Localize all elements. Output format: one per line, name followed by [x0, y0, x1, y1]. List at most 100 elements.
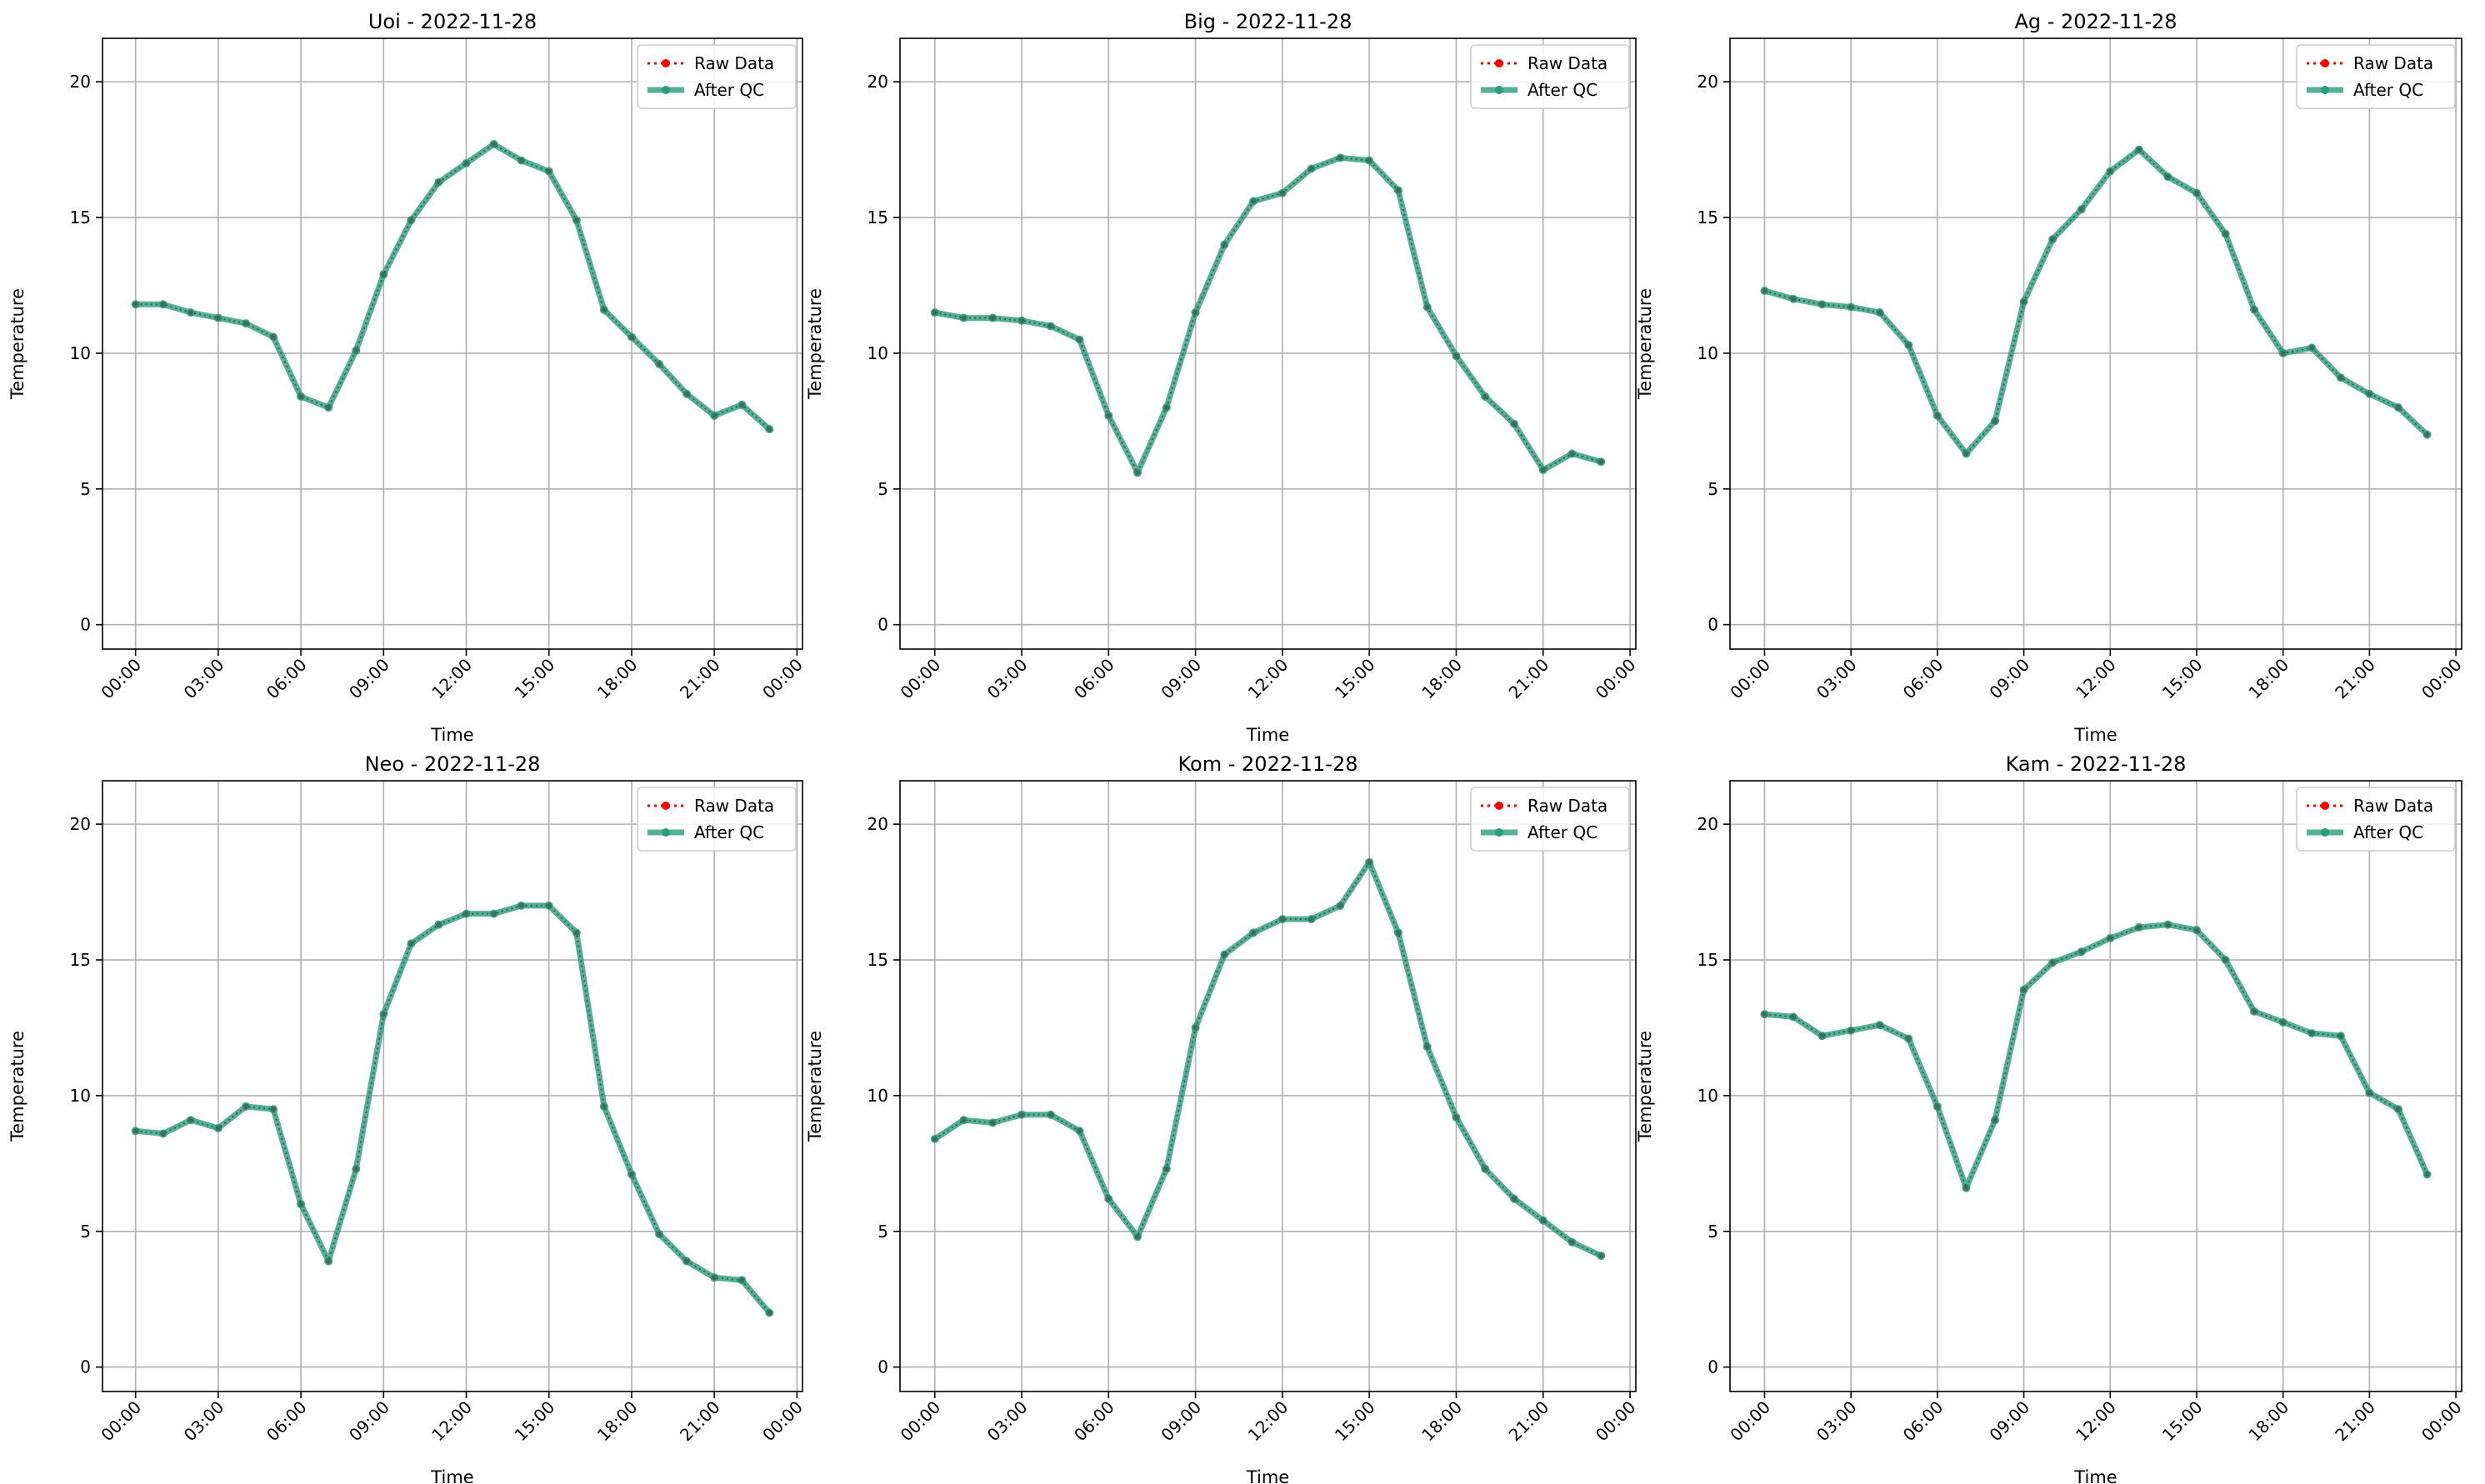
- point-raw-data: [1048, 1112, 1053, 1117]
- y-tick-label: 0: [80, 1357, 91, 1377]
- point-raw-data: [2367, 391, 2372, 397]
- point-raw-data: [1762, 1011, 1768, 1017]
- point-raw-data: [188, 309, 194, 316]
- point-raw-data: [711, 412, 718, 419]
- legend-label-after-qc: After QC: [1528, 80, 1598, 100]
- x-axis-label: Time: [1246, 1467, 1289, 1484]
- y-axis-label: Temperature: [8, 1031, 28, 1142]
- point-raw-data: [2108, 935, 2113, 942]
- chart-panel-1: 00:00 03:00 06:00 09:00 12:00 15:00 18:00 21:00…: [8, 10, 807, 745]
- point-raw-data: [601, 307, 608, 312]
- x-tick-label: 09:00: [1157, 1397, 1205, 1446]
- point-raw-data: [2078, 949, 2084, 955]
- y-tick-label: 10: [1698, 1086, 1718, 1106]
- legend-marker-raw-data: [1495, 802, 1503, 810]
- legend-marker-after-qc: [2321, 86, 2329, 94]
- point-raw-data: [1192, 309, 1198, 316]
- point-raw-data: [2395, 1106, 2402, 1112]
- series-line-raw-data: [1764, 148, 2428, 456]
- point-raw-data: [270, 334, 277, 340]
- chart-title: Neo - 2022-11-28: [365, 752, 541, 776]
- chart-panel-5: 00:00 03:00 06:00 09:00 12:00 15:00 18:00 21:00…: [805, 752, 1640, 1484]
- x-tick-label: 09:00: [345, 655, 393, 703]
- point-raw-data: [132, 302, 138, 307]
- point-raw-data: [2108, 168, 2113, 174]
- point-raw-data: [767, 426, 772, 432]
- point-raw-data: [990, 315, 996, 321]
- chart-title: Uoi - 2022-11-28: [368, 10, 537, 33]
- x-tick-label: 12:00: [2072, 655, 2120, 703]
- point-raw-data: [1992, 1117, 1998, 1123]
- x-tick-label: 06:00: [262, 1397, 311, 1446]
- x-axis-label: Time: [430, 725, 473, 745]
- x-axis-label: Time: [430, 1467, 473, 1484]
- point-raw-data: [2251, 307, 2258, 312]
- y-tick-label: 10: [70, 1086, 91, 1106]
- point-raw-data: [1992, 418, 1998, 424]
- y-tick-label: 0: [878, 615, 888, 635]
- y-tick-label: 10: [1698, 343, 1718, 363]
- point-raw-data: [2078, 207, 2084, 212]
- point-raw-data: [1598, 1252, 1604, 1259]
- point-raw-data: [242, 320, 249, 327]
- axes-frame: [102, 780, 803, 1392]
- point-raw-data: [1511, 421, 1518, 427]
- point-raw-data: [2424, 1172, 2430, 1177]
- y-tick-label: 5: [878, 479, 888, 499]
- x-tick-label: 21:00: [1505, 1397, 1553, 1446]
- point-raw-data: [739, 1277, 745, 1283]
- series-line-raw-data: [135, 904, 771, 1314]
- point-raw-data: [1077, 337, 1082, 342]
- x-tick-label: 00:00: [1592, 655, 1640, 703]
- point-raw-data: [683, 391, 690, 397]
- point-raw-data: [2395, 404, 2402, 411]
- point-raw-data: [683, 1258, 690, 1264]
- point-raw-data: [215, 1125, 222, 1132]
- point-raw-data: [546, 168, 552, 174]
- legend-label-after-qc: After QC: [694, 822, 764, 842]
- axes-frame: [899, 37, 1637, 650]
- legend-label-after-qc: After QC: [694, 80, 764, 100]
- y-tick-label: 5: [878, 1222, 888, 1242]
- point-raw-data: [325, 1258, 332, 1264]
- x-axis-label: Time: [1246, 725, 1289, 745]
- x-tick-label: 03:00: [1812, 1397, 1861, 1446]
- point-raw-data: [2251, 1008, 2258, 1015]
- x-tick-label: 12:00: [2072, 1397, 2120, 1446]
- point-raw-data: [491, 911, 497, 917]
- point-raw-data: [961, 1117, 967, 1123]
- y-tick-label: 15: [70, 207, 91, 227]
- y-tick-label: 15: [868, 207, 888, 227]
- point-raw-data: [1018, 1112, 1025, 1117]
- point-raw-data: [2193, 190, 2200, 196]
- y-axis-label: Temperature: [8, 288, 28, 400]
- point-raw-data: [215, 315, 222, 321]
- point-raw-data: [2280, 1019, 2286, 1026]
- point-raw-data: [1790, 296, 1797, 302]
- x-tick-label: 21:00: [2331, 1397, 2379, 1446]
- y-tick-label: 5: [1708, 1222, 1718, 1242]
- point-raw-data: [1934, 1103, 1941, 1110]
- legend-marker-after-qc: [1495, 828, 1503, 837]
- legend-marker-raw-data: [2321, 802, 2329, 810]
- point-raw-data: [2222, 231, 2228, 237]
- x-tick-label: 21:00: [2331, 655, 2379, 703]
- x-tick-label: 06:00: [1070, 1397, 1118, 1446]
- point-raw-data: [628, 334, 635, 340]
- x-tick-label: 12:00: [1244, 1397, 1292, 1446]
- x-tick-label: 12:00: [428, 655, 476, 703]
- point-raw-data: [1106, 412, 1112, 419]
- x-tick-label: 00:00: [758, 1397, 807, 1446]
- point-raw-data: [2021, 298, 2027, 305]
- point-raw-data: [518, 902, 524, 909]
- legend-marker-after-qc: [662, 828, 670, 837]
- x-tick-label: 00:00: [1726, 655, 1774, 703]
- chart-title: Kom - 2022-11-28: [1178, 752, 1358, 776]
- point-raw-data: [2136, 147, 2142, 152]
- point-raw-data: [270, 1106, 277, 1112]
- point-raw-data: [1048, 323, 1053, 329]
- point-raw-data: [1134, 1234, 1141, 1240]
- point-raw-data: [2021, 987, 2027, 993]
- point-raw-data: [1222, 952, 1228, 957]
- point-raw-data: [1482, 1166, 1488, 1172]
